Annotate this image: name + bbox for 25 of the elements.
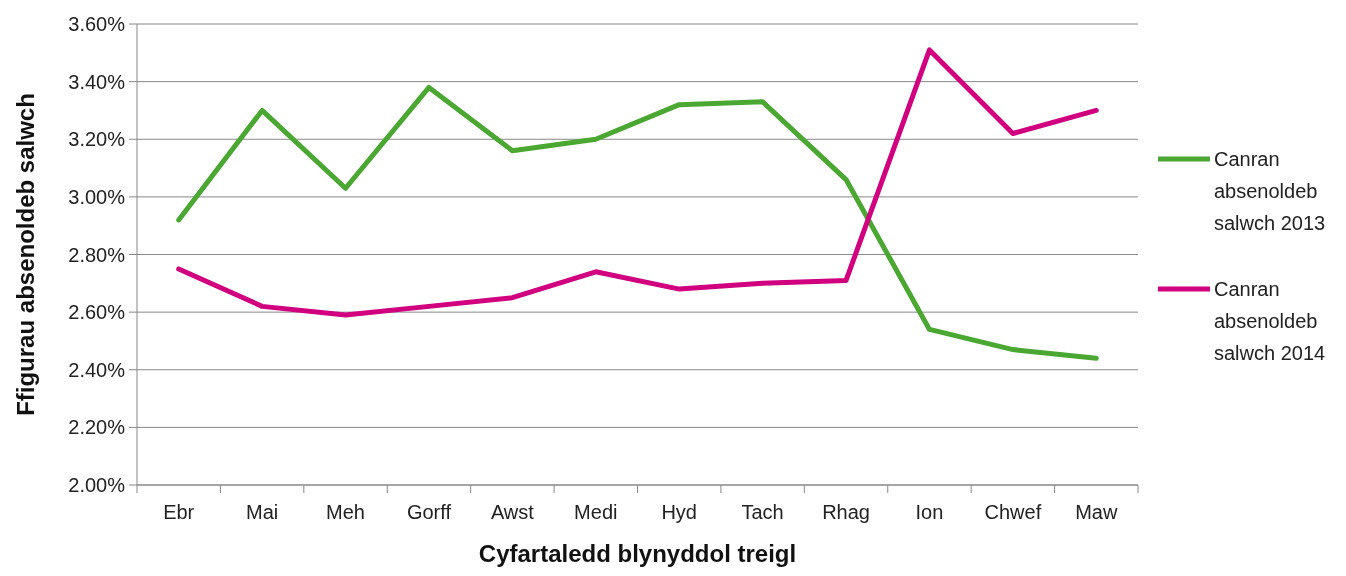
x-tick-label: Meh — [326, 501, 365, 523]
y-tick-label: 2.80% — [68, 243, 126, 266]
x-axis-title: Cyfartaledd blynyddol treigl — [478, 540, 797, 567]
y-tick-label: 3.40% — [68, 70, 126, 93]
x-tick-label: Gorff — [406, 501, 452, 523]
y-tick-label: 2.60% — [68, 301, 126, 324]
y-axis-title: Ffigurau absenoldeb salwch — [12, 93, 39, 416]
x-tick-label: Maw — [1075, 501, 1118, 523]
y-tick-label: 2.00% — [68, 474, 126, 496]
x-tick-label: Rhag — [822, 501, 870, 523]
legend-label: Canran absenoldeb salwch 2014 — [1214, 278, 1326, 364]
legend-label: Canran absenoldeb salwch 2013 — [1214, 148, 1326, 234]
y-tick-label: 2.20% — [68, 416, 126, 439]
y-tick-label: 3.00% — [68, 185, 126, 208]
x-tick-label: Tach — [741, 501, 784, 523]
x-tick-label: Chwef — [984, 501, 1042, 523]
y-tick-label: 2.40% — [68, 358, 126, 381]
x-tick-label: Awst — [490, 501, 535, 523]
x-tick-label: Medi — [574, 501, 618, 523]
x-tick-label: Hyd — [661, 501, 697, 523]
y-tick-label: 3.60% — [68, 13, 126, 35]
x-tick-label: Ion — [915, 501, 944, 523]
x-tick-label: Mai — [246, 501, 279, 523]
x-tick-label: Ebr — [163, 501, 195, 523]
y-tick-label: 3.20% — [68, 128, 126, 151]
